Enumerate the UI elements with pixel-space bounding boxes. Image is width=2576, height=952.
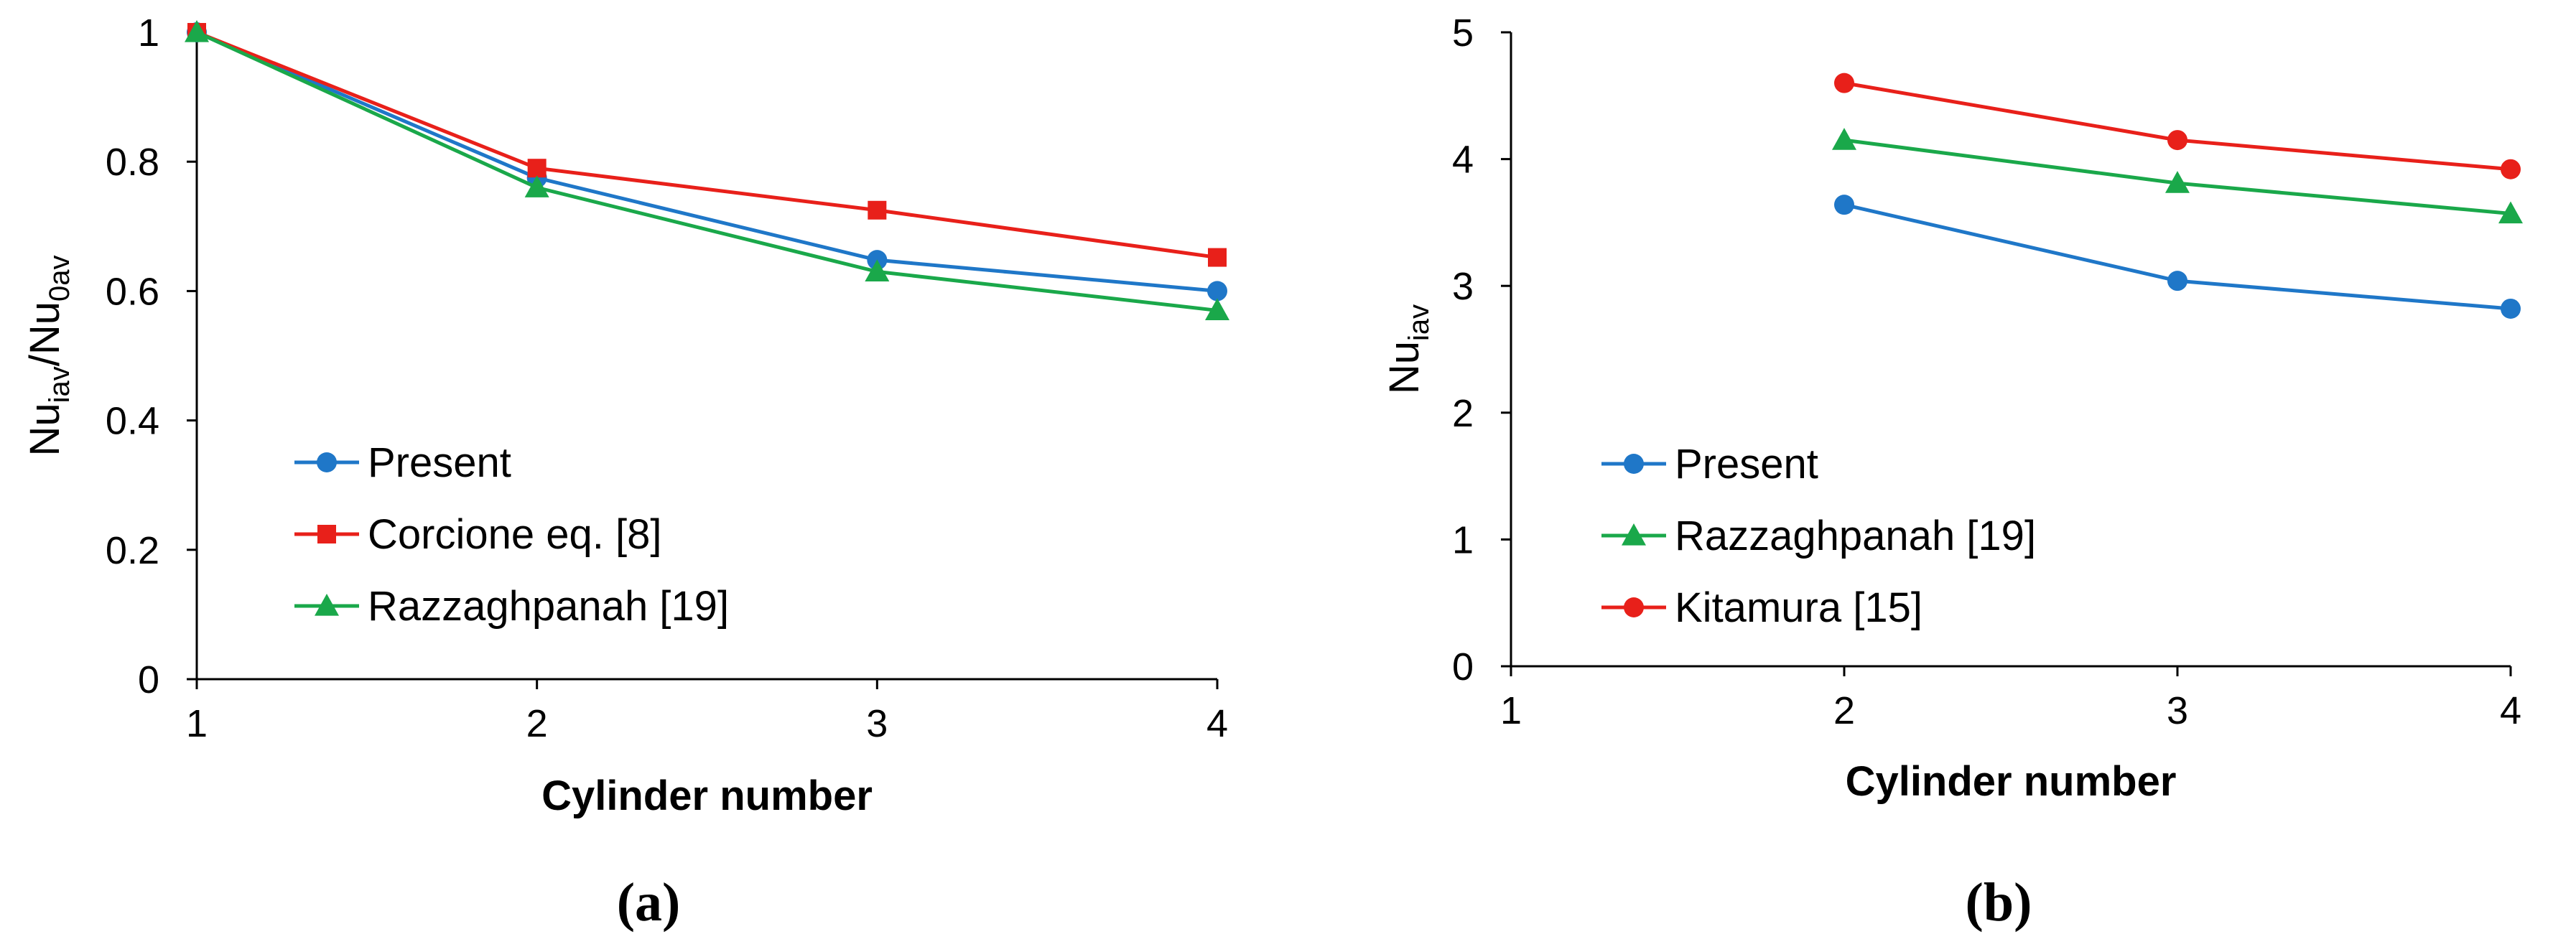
data-point-b-1 [2501, 298, 2521, 319]
legend-marker [317, 525, 336, 543]
x-axis-title: Cylinder number [541, 773, 873, 819]
data-point-b-2 [2165, 171, 2190, 193]
series-line-b-3 [1843, 81, 2511, 172]
y-tick-label: 1 [138, 11, 159, 55]
data-point-a-3 [1205, 298, 1229, 321]
panel-label-b: (b) [1966, 872, 2032, 933]
y-tick-label: 0 [1452, 645, 1474, 689]
x-tick-label: 1 [186, 702, 208, 745]
y-axis-title: Nuiav/Nu0av [22, 255, 75, 456]
y-tick-label: 0.2 [106, 529, 159, 572]
data-point-b-2 [2498, 201, 2523, 224]
data-point-a-3 [524, 175, 549, 197]
legend-marker [1622, 523, 1646, 546]
data-point-b-1 [2167, 271, 2187, 291]
legend-label: Corcione eq. [8] [368, 511, 661, 558]
y-tick-label: 0.6 [106, 270, 159, 313]
panel-label-a: (a) [617, 872, 681, 933]
data-point-b-3 [1834, 73, 1854, 93]
y-axis-title: Nuiav [1381, 304, 1435, 394]
y-tick-label: 5 [1452, 11, 1474, 55]
data-point-a-3 [185, 20, 209, 42]
x-tick-label: 4 [2500, 689, 2521, 732]
legend-label: Present [368, 439, 511, 486]
x-tick-label: 1 [1500, 689, 1522, 732]
series-line-a-3 [195, 30, 1218, 312]
legend-marker [1624, 597, 1644, 617]
y-tick-label: 0.8 [106, 141, 159, 184]
y-tick-label: 0 [138, 658, 159, 701]
x-tick-label: 3 [866, 702, 888, 745]
data-point-b-2 [1832, 128, 1856, 150]
legend-label: Razzaghpanah [19] [368, 583, 729, 630]
chart-panel-a: (a) 0 0.2 0.4 0.6 0.8 1 1 2 3 4 Cylinder number Nui… [22, 11, 1229, 933]
data-point-a-2 [1208, 248, 1227, 267]
data-point-b-3 [2167, 130, 2187, 151]
y-tick-label: 3 [1452, 265, 1474, 308]
series-line-a-2 [196, 30, 1218, 260]
x-tick-label: 4 [1206, 702, 1228, 745]
x-axis-title: Cylinder number [1846, 758, 2177, 805]
y-tick-label: 2 [1452, 392, 1474, 435]
y-tick-label: 4 [1452, 139, 1474, 182]
x-tick-label: 2 [1833, 689, 1855, 732]
legend-label: Razzaghpanah [19] [1675, 513, 2036, 559]
data-point-a-2 [868, 200, 887, 220]
data-point-b-1 [1834, 195, 1854, 215]
x-tick-label: 3 [2167, 689, 2188, 732]
legend-label: Present [1675, 441, 1818, 487]
y-tick-label: 0.4 [106, 400, 159, 443]
x-tick-label: 2 [526, 702, 548, 745]
series-line-b-1 [1843, 202, 2511, 311]
legend-marker [1624, 454, 1644, 474]
legend-marker [315, 594, 339, 616]
legend-marker [317, 452, 337, 472]
series-line-a-1 [196, 30, 1218, 293]
data-point-a-2 [527, 159, 547, 178]
legend-label: Kitamura [15] [1675, 584, 1922, 631]
data-point-a-3 [865, 259, 890, 281]
data-point-b-3 [2501, 159, 2521, 179]
data-point-a-1 [1207, 281, 1227, 302]
y-tick-label: 1 [1452, 518, 1474, 561]
